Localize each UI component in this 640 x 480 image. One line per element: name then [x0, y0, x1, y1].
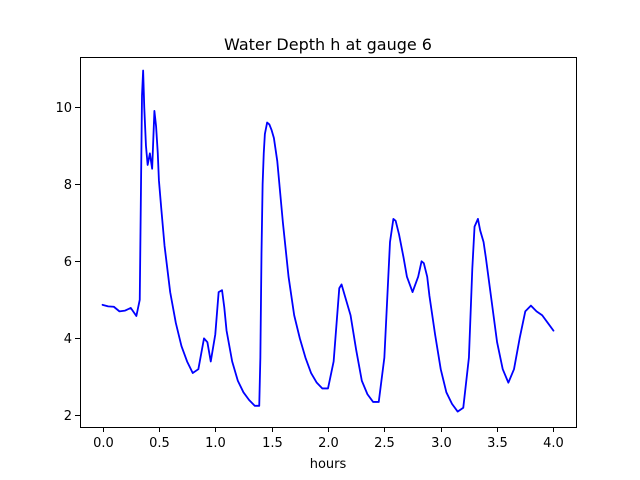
series-line-0 [101, 69, 555, 413]
x-tick-label: 2.5 [374, 436, 395, 451]
y-tick-label: 4 [64, 332, 72, 347]
x-tick-label: 4.0 [543, 436, 564, 451]
x-tick-label: 3.5 [487, 436, 508, 451]
x-tick-label: 2.0 [318, 436, 339, 451]
x-tick-label: 1.0 [205, 436, 226, 451]
series-layer [101, 69, 555, 413]
x-axis-label: hours [310, 457, 347, 472]
y-tick-label: 6 [64, 255, 72, 270]
y-tick-label: 10 [55, 101, 72, 116]
y-tick-label: 2 [64, 409, 72, 424]
x-tick-label: 0.5 [149, 436, 170, 451]
x-tick-label: 0.0 [93, 436, 114, 451]
x-axis: 0.0 0.5 1.0 1.5 2.0 2.5 3.0 3.5 4.0 [93, 427, 564, 451]
x-tick-label: 3.0 [431, 436, 452, 451]
y-axis: 2 4 6 8 10 [55, 101, 80, 424]
x-tick-label: 1.5 [262, 436, 283, 451]
y-tick-label: 8 [64, 178, 72, 193]
chart-title: Water Depth h at gauge 6 [224, 35, 432, 54]
